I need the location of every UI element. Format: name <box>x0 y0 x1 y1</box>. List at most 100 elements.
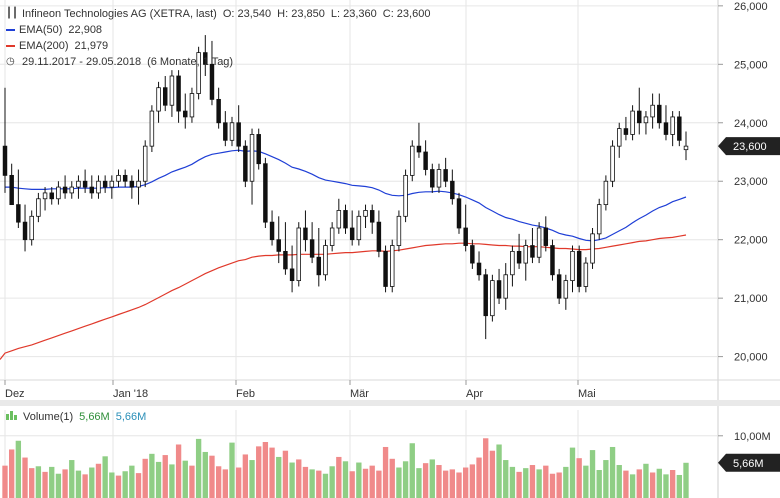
volume-bar <box>409 443 415 498</box>
volume-bar <box>483 438 489 498</box>
volume-bar <box>95 463 102 498</box>
candle <box>136 169 141 205</box>
candle <box>443 157 448 188</box>
candle <box>403 169 408 223</box>
volume-bar <box>369 465 375 498</box>
volume-bar <box>583 465 589 498</box>
volume-bar <box>256 446 262 498</box>
x-tick-label: Mai <box>578 388 596 400</box>
last-volume-text: 5,66M <box>733 458 764 470</box>
candle <box>516 233 522 269</box>
candle <box>9 163 14 206</box>
volume-bar <box>676 474 682 498</box>
candle <box>356 210 362 246</box>
volume-bar <box>456 472 462 498</box>
candle <box>616 122 622 158</box>
x-tick-label: Dez <box>5 388 25 400</box>
candle <box>189 87 195 123</box>
candle <box>69 181 75 199</box>
candle <box>623 116 629 141</box>
candle <box>423 140 428 176</box>
ema200-label: EMA(200) <box>19 40 69 52</box>
volume-bar <box>302 466 309 498</box>
volume-bar <box>509 466 516 498</box>
volume-bar <box>563 466 569 498</box>
candle <box>496 268 502 304</box>
volume-bar <box>663 474 669 498</box>
candle <box>203 35 208 76</box>
candle <box>56 181 61 205</box>
volume-bar <box>396 467 402 498</box>
ema200-swatch <box>6 45 15 47</box>
candle <box>410 140 415 182</box>
volume-bar <box>9 449 15 498</box>
volume-bar <box>322 473 329 498</box>
candle <box>162 76 168 112</box>
volume-bar <box>29 468 35 498</box>
volume-bar <box>222 469 228 498</box>
candle <box>476 251 482 281</box>
volume-bar <box>89 467 95 498</box>
axes: 20,000 21,000 22,000 23,000 24,000 25,000 26,0… <box>4 1 780 472</box>
volume-bars <box>2 438 689 498</box>
volume-bar <box>49 466 55 498</box>
candle <box>116 169 121 188</box>
ema50-value: 22,908 <box>68 24 103 36</box>
volume-bar <box>489 450 496 498</box>
candle <box>156 81 161 123</box>
volume-bar <box>463 467 469 498</box>
last-price-tag: 23,600 <box>718 137 780 156</box>
volume-bar <box>242 454 249 498</box>
volume-bar <box>669 470 676 498</box>
legend-range-row: ◷ 29.11.2017 - 29.05.2018 (6 Monate, 1 T… <box>6 54 436 70</box>
volume-bar <box>162 455 168 498</box>
candle <box>650 93 655 129</box>
last-price-text: 23,600 <box>733 141 767 153</box>
candle <box>610 140 615 188</box>
volume-bar <box>35 466 42 498</box>
candle <box>503 263 508 310</box>
volume-value-blue: 5,66M <box>115 410 147 423</box>
candle <box>596 198 602 240</box>
candle <box>36 192 41 223</box>
volume-bar <box>109 472 115 498</box>
candle <box>389 239 395 293</box>
candle <box>62 175 68 199</box>
close-value: C: 23,600 <box>382 8 431 20</box>
candle <box>176 70 181 123</box>
volume-bar <box>262 442 269 498</box>
x-tick-label: Jan '18 <box>113 388 148 400</box>
volume-bar <box>362 468 369 498</box>
candle <box>316 228 322 287</box>
volume-bar <box>249 460 255 498</box>
ema200-path <box>0 234 687 360</box>
instrument-title: Infineon Technologies AG (XETRA, last) <box>22 8 217 20</box>
volume-bar <box>289 462 295 498</box>
candle <box>269 210 275 246</box>
candle <box>556 268 562 304</box>
candle <box>76 175 81 199</box>
candle <box>530 228 535 264</box>
x-tick-label: Feb <box>236 388 255 400</box>
volume-bar <box>182 460 188 498</box>
volume-bar <box>636 469 642 498</box>
candle <box>283 222 288 275</box>
volume-bar <box>55 473 62 498</box>
volume-bar <box>683 462 689 498</box>
candle <box>363 204 368 228</box>
volume-bar <box>416 468 422 498</box>
candle <box>663 105 669 141</box>
volume-bar <box>523 468 529 498</box>
volume-bar <box>236 467 242 498</box>
candle <box>2 87 8 193</box>
candle <box>329 222 335 252</box>
legend-ema50-row: EMA(50) 22,908 <box>6 22 436 38</box>
candle <box>543 216 549 252</box>
candle <box>450 169 455 205</box>
candle <box>416 122 422 158</box>
volume-bar <box>543 465 549 498</box>
candle <box>603 175 609 211</box>
volume-bar <box>529 465 536 498</box>
volume-bar <box>316 470 322 498</box>
